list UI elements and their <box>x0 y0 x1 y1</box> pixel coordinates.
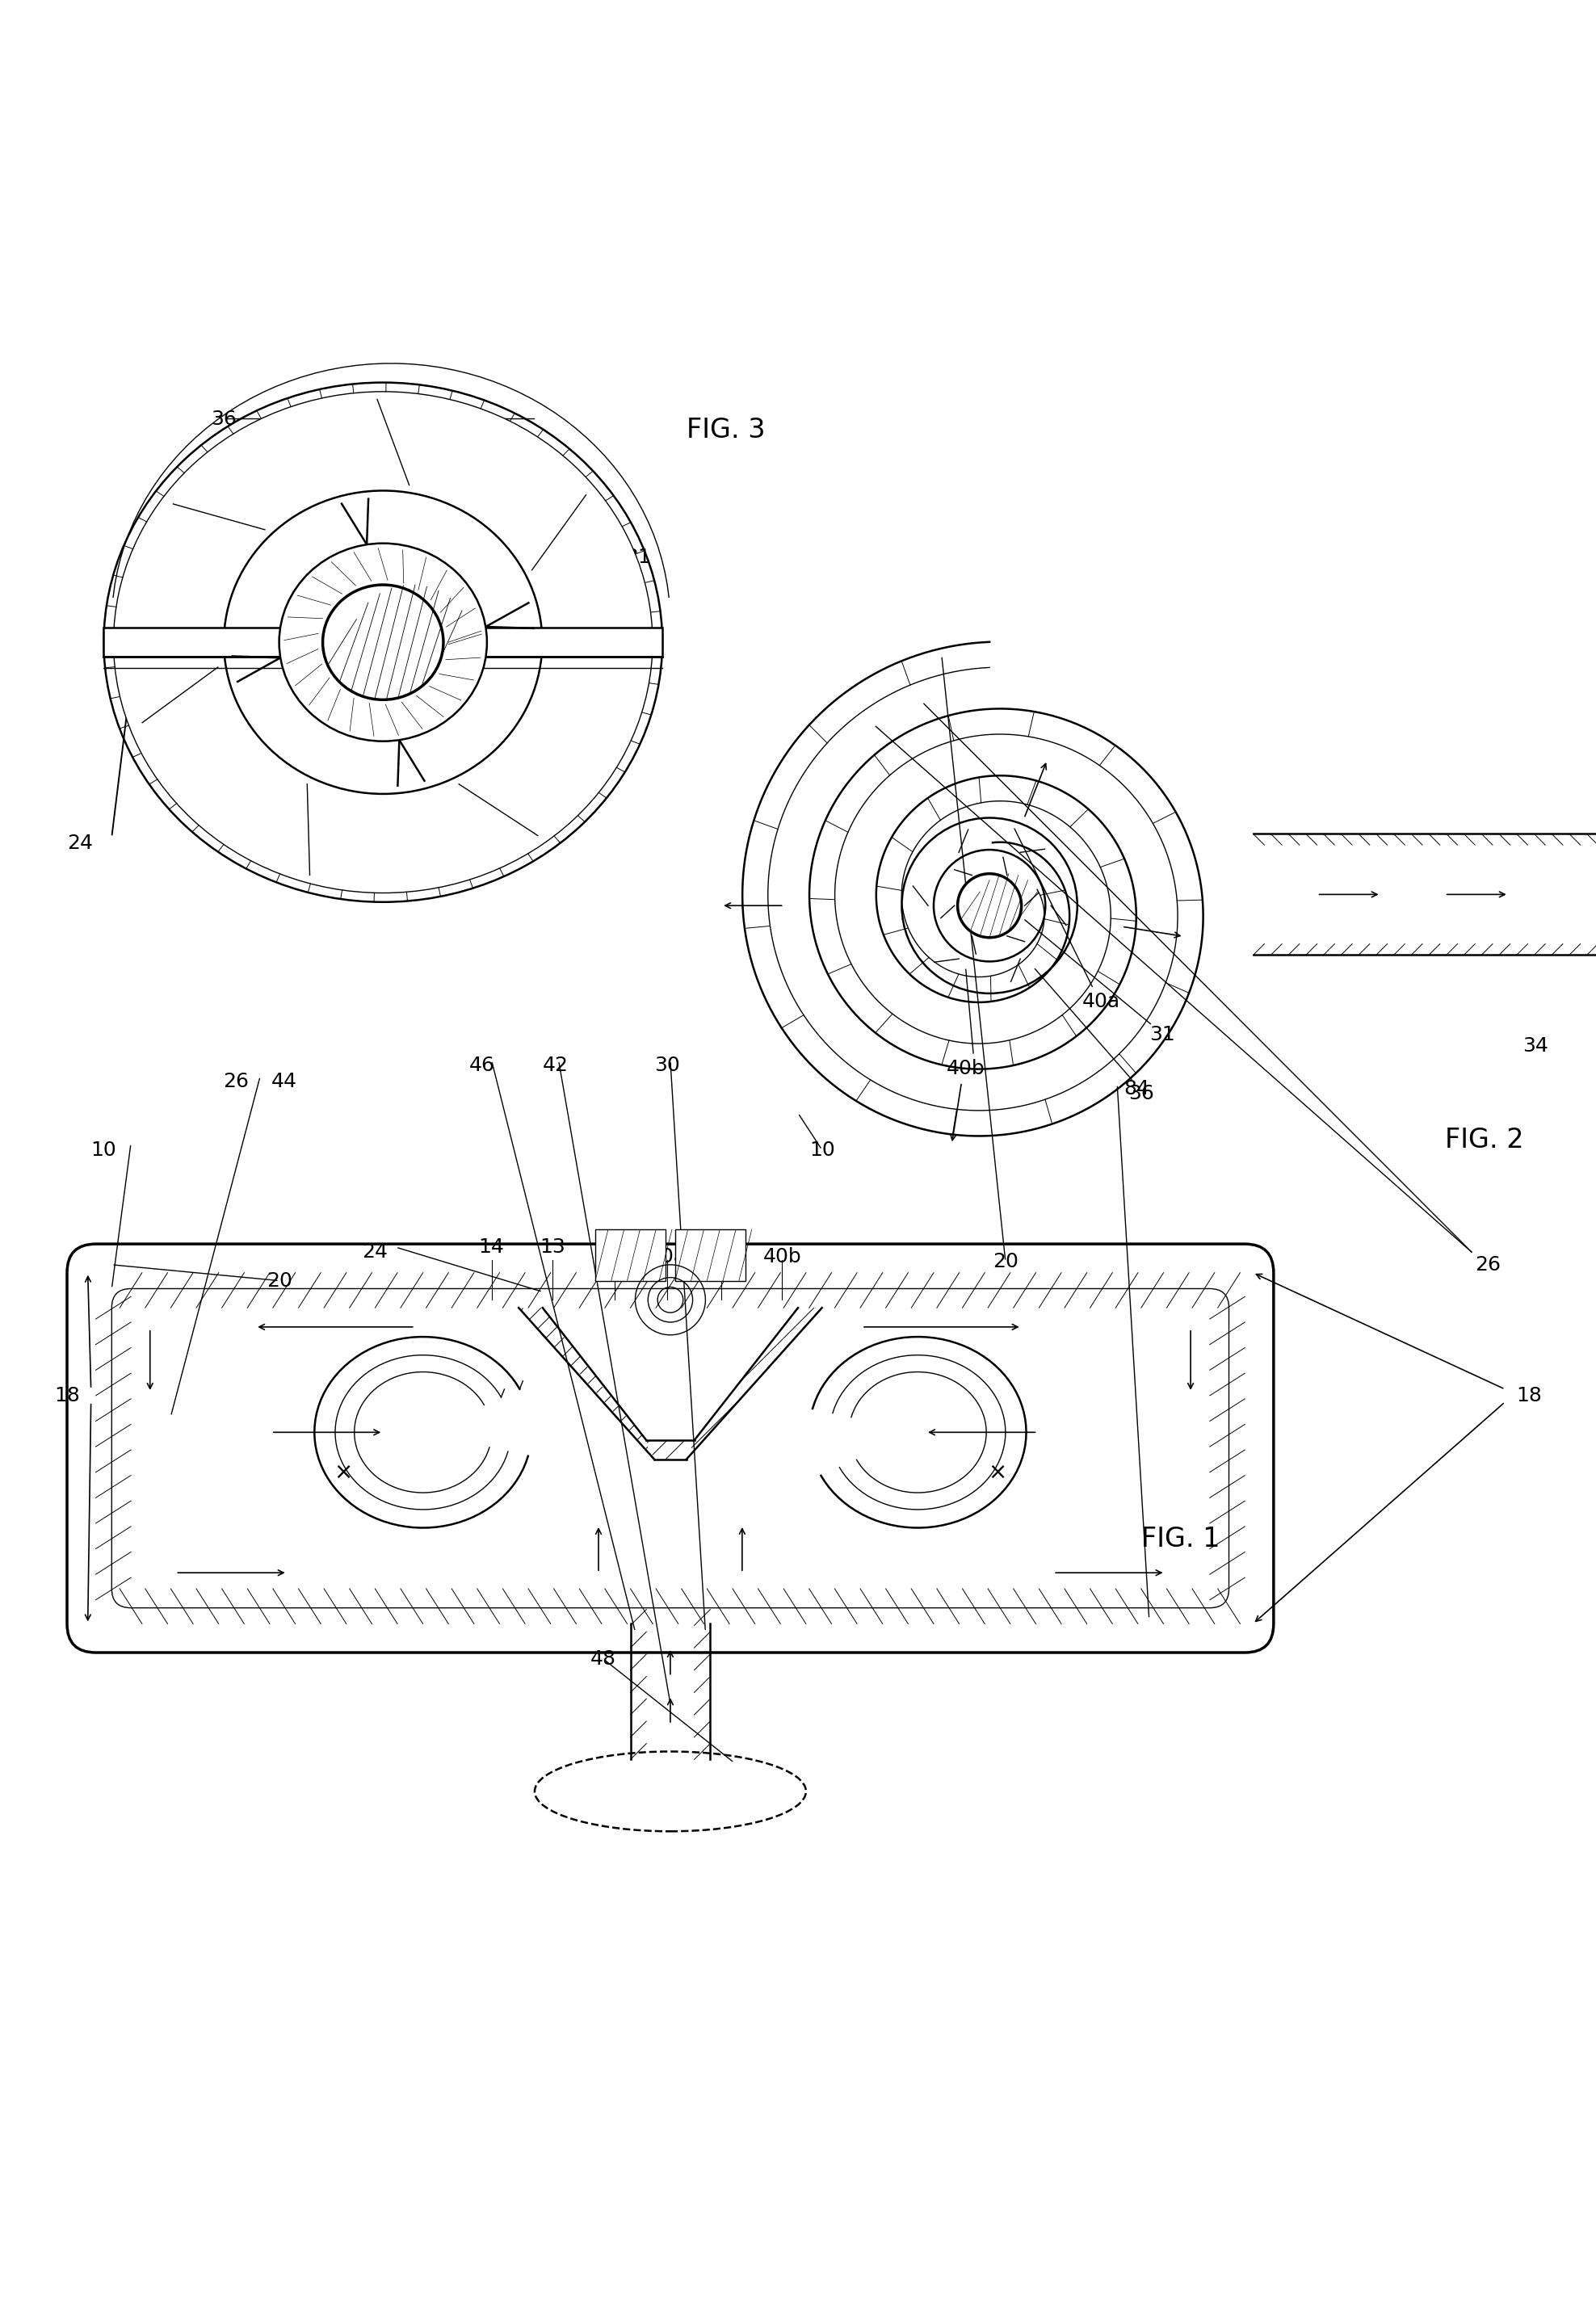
Text: 40a: 40a <box>1082 992 1120 1010</box>
Text: FIG. 2: FIG. 2 <box>1446 1128 1524 1153</box>
Ellipse shape <box>322 586 444 699</box>
Text: 40a: 40a <box>648 1248 686 1266</box>
Text: 48: 48 <box>591 1649 616 1670</box>
Text: 84: 84 <box>1124 1079 1149 1100</box>
Text: ×: × <box>988 1462 1007 1483</box>
Text: 18: 18 <box>1516 1386 1542 1404</box>
Text: 24: 24 <box>67 835 93 853</box>
Text: 24: 24 <box>362 1243 388 1261</box>
FancyBboxPatch shape <box>112 1289 1229 1607</box>
Text: 36: 36 <box>709 1243 734 1261</box>
Text: 30: 30 <box>654 1056 680 1075</box>
Ellipse shape <box>279 544 487 740</box>
Text: 40a: 40a <box>452 703 490 724</box>
Text: 20: 20 <box>267 1271 292 1291</box>
Bar <box>595 1229 666 1280</box>
Text: 42: 42 <box>543 1056 568 1075</box>
Text: 40b: 40b <box>763 1248 801 1266</box>
Ellipse shape <box>535 1753 806 1831</box>
Text: 10: 10 <box>809 1139 835 1160</box>
Text: 13: 13 <box>539 1238 565 1257</box>
Text: 46: 46 <box>469 1056 495 1075</box>
Text: 20: 20 <box>993 1252 1018 1271</box>
Text: ×: × <box>334 1462 353 1483</box>
Text: 26: 26 <box>223 1072 249 1091</box>
Text: FIG. 1: FIG. 1 <box>1141 1527 1219 1552</box>
Text: 36: 36 <box>1128 1084 1154 1105</box>
Text: FIG. 3: FIG. 3 <box>686 417 764 443</box>
Text: 10: 10 <box>91 1139 117 1160</box>
Text: 40b: 40b <box>946 1058 985 1079</box>
Ellipse shape <box>113 392 653 892</box>
Bar <box>104 627 662 657</box>
Text: 18: 18 <box>54 1386 80 1404</box>
Text: 31: 31 <box>602 1243 627 1261</box>
Circle shape <box>958 874 1021 939</box>
Text: 36: 36 <box>211 408 236 429</box>
Text: 14: 14 <box>479 1238 504 1257</box>
Text: 40b: 40b <box>452 747 490 768</box>
FancyBboxPatch shape <box>67 1243 1274 1653</box>
Text: 31: 31 <box>1149 1026 1175 1045</box>
Text: 26: 26 <box>1475 1254 1500 1275</box>
Text: 34: 34 <box>1523 1035 1548 1056</box>
Bar <box>675 1229 745 1280</box>
Text: 44: 44 <box>271 1072 297 1091</box>
Text: 31: 31 <box>626 549 651 567</box>
